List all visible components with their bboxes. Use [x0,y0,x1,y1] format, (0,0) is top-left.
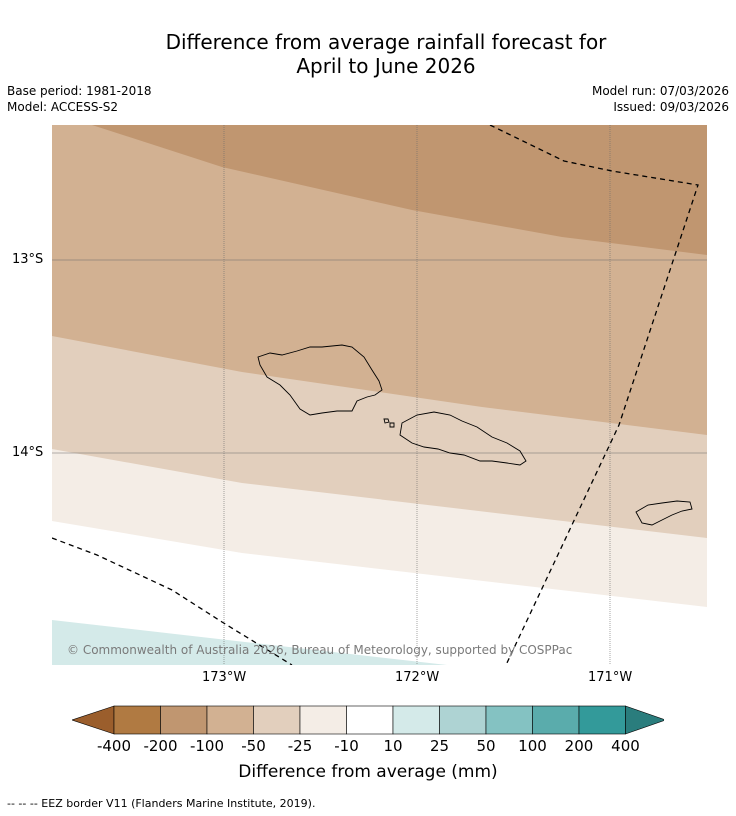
colorbar-arrow-high [625,705,664,735]
run-info: Model run: 07/03/2026 Issued: 09/03/2026 [592,83,729,115]
eez-borders [52,125,699,665]
issued-date: Issued: 09/03/2026 [613,100,729,114]
colorbar-cell [392,705,440,735]
band-minus200-minus100 [92,125,707,255]
lat-label-13s: 13°S [12,252,44,267]
colorbar-title: Difference from average (mm) [238,762,498,782]
colorbar-tick-label: -100 [189,737,225,755]
colorbar-cell [206,705,254,735]
coastlines [257,344,693,526]
map-canvas [52,125,707,665]
eez-legend-note: -- -- -- EEZ border V11 (Flanders Marine… [7,797,316,810]
model-info: Base period: 1981-2018 Model: ACCESS-S2 [7,83,152,115]
lon-label-173w: 173°W [202,670,247,685]
colorbar [72,705,664,735]
colorbar-cell [346,705,394,735]
colorbar-tick-label: -50 [241,737,266,755]
eez-border-west [52,537,293,665]
colorbar-tick-label: 10 [383,737,403,755]
colorbar-cell [439,705,487,735]
title-line-2: April to June 2026 [296,54,476,78]
colorbar-tick-label: -10 [334,737,359,755]
forecast-map: © Commonwealth of Australia 2026, Bureau… [52,125,707,665]
lon-label-171w: 171°W [588,670,633,685]
colorbar-cell [532,705,580,735]
colorbar-tick-label: 100 [518,737,547,755]
colorbar-cells [72,705,664,735]
colorbar-cell [253,705,301,735]
model-run: Model run: 07/03/2026 [591,84,729,98]
colorbar-cell [160,705,208,735]
colorbar-tick-label: 50 [476,737,496,755]
colorbar-tick-label: 25 [429,737,450,755]
lat-label-14s: 14°S [12,445,44,460]
title-line-1: Difference from average rainfall forecas… [165,30,607,54]
band-10-25 [52,620,447,665]
colorbar-cell [485,705,533,735]
base-period: Base period: 1981-2018 [7,84,152,98]
model-name: Model: ACCESS-S2 [7,100,119,114]
tutuila-island [635,500,693,526]
manono-island [383,418,390,424]
colorbar-cell [578,705,626,735]
colorbar-tick-label: -200 [143,737,178,755]
map-title: Difference from average rainfall forecas… [0,30,736,78]
lon-label-172w: 172°W [395,670,440,685]
colorbar-tick-label: -25 [287,737,313,755]
copyright-notice: © Commonwealth of Australia 2026, Bureau… [67,643,573,657]
colorbar-tick-label: -400 [96,737,132,755]
upolu-island [399,411,527,466]
colorbar-cell [113,705,161,735]
savaii-island [257,344,383,416]
eez-border-east [489,125,699,665]
colorbar-tick-label: 200 [564,737,594,755]
colorbar-cell [299,705,347,735]
colorbar-arrow-low [72,705,115,735]
colorbar-tick-label: 400 [611,737,640,755]
graticule [52,125,707,665]
apolima-island [389,422,395,428]
